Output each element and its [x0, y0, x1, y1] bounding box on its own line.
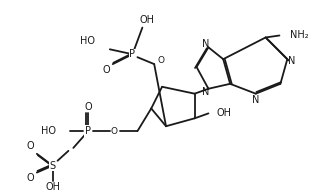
Text: P: P — [129, 49, 136, 59]
Text: HO: HO — [41, 126, 56, 136]
Text: N: N — [202, 39, 209, 49]
Text: P: P — [85, 126, 91, 136]
Text: OH: OH — [45, 182, 60, 192]
Text: OH: OH — [140, 15, 155, 25]
Text: N: N — [288, 56, 295, 66]
Text: HO: HO — [80, 36, 95, 46]
Text: O: O — [102, 65, 110, 75]
Text: O: O — [84, 102, 92, 113]
Text: O: O — [110, 127, 117, 136]
Text: N: N — [252, 95, 259, 105]
Text: OH: OH — [216, 108, 231, 118]
Text: NH₂: NH₂ — [290, 30, 309, 41]
Text: O: O — [26, 141, 34, 151]
Text: S: S — [50, 161, 56, 171]
Text: O: O — [157, 56, 164, 65]
Text: O: O — [26, 174, 34, 184]
Text: N: N — [202, 87, 209, 97]
